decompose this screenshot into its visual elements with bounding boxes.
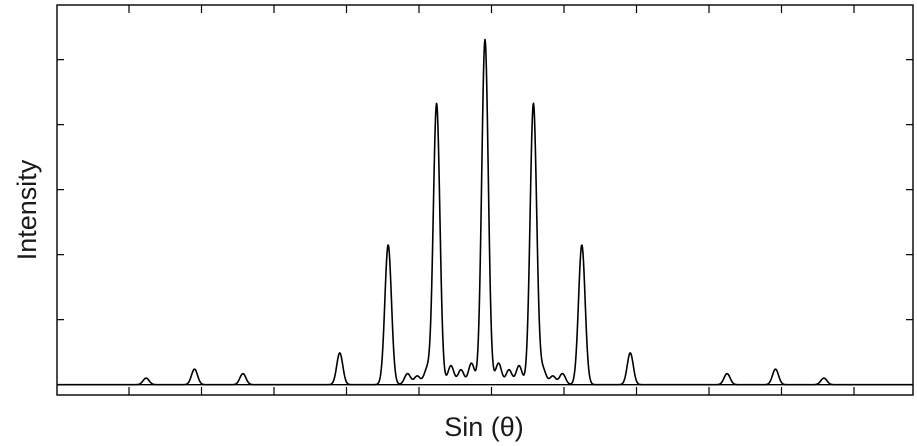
- intensity-curve: [56, 38, 914, 386]
- y-axis-ticks: [57, 59, 913, 321]
- y-axis-title: Intensity: [12, 159, 42, 260]
- x-axis-title: Sin (θ): [444, 412, 524, 442]
- peak-markers: [144, 38, 826, 381]
- plot-frame: [56, 4, 914, 396]
- x-axis-ticks: [128, 5, 855, 395]
